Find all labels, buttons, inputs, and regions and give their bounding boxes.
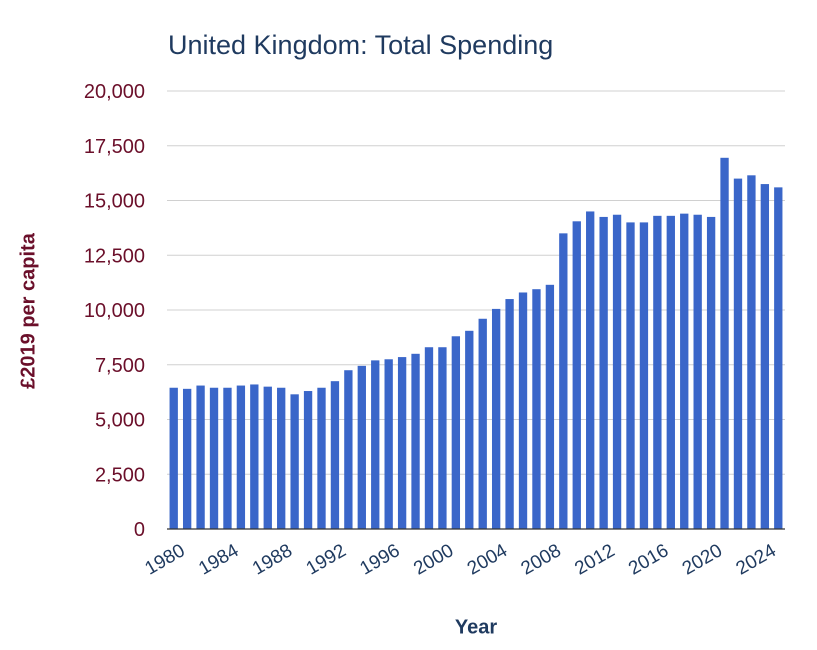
x-axis-ticks: 1980 1984 1988 1992 1996 2000 2004 2008 2012 2016… — [141, 540, 780, 580]
x-tick-label: 2012 — [571, 540, 618, 579]
bar-2021 — [720, 157, 729, 530]
bar-2004 — [491, 308, 501, 529]
y-tick-label: 2,500 — [95, 464, 145, 486]
bar-1991 — [317, 387, 326, 529]
bar-2020 — [706, 216, 716, 530]
bar-1994 — [357, 365, 366, 529]
bar-1987 — [263, 386, 272, 529]
x-tick-label: 1984 — [195, 540, 242, 580]
y-tick-label: 10,000 — [84, 300, 145, 322]
x-tick-label: 2016 — [625, 540, 672, 579]
bar-1992 — [330, 381, 340, 529]
y-tick-label: 20,000 — [84, 81, 145, 103]
bar-1980 — [169, 387, 178, 529]
bar-2007 — [532, 289, 541, 529]
gridlines — [167, 90, 785, 475]
bar-2017 — [666, 215, 675, 529]
bar-1996 — [384, 359, 393, 529]
x-tick-label: 2024 — [733, 540, 780, 580]
bars — [169, 157, 783, 530]
bar-1995 — [371, 360, 380, 529]
bar-1999 — [424, 347, 434, 529]
x-tick-label: 2000 — [410, 540, 457, 579]
bar-2025 — [774, 187, 783, 530]
bar-2011 — [586, 211, 595, 529]
x-tick-label: 1996 — [356, 540, 403, 579]
y-tick-label: 0 — [134, 519, 145, 541]
bar-2015 — [639, 222, 649, 529]
bar-1986 — [250, 384, 259, 529]
bar-1993 — [344, 370, 353, 529]
bar-2019 — [693, 214, 702, 530]
bar-1985 — [236, 385, 246, 529]
y-tick-label: 12,500 — [84, 245, 145, 267]
bar-2022 — [733, 178, 743, 529]
y-tick-label: 17,500 — [84, 136, 145, 158]
bar-2006 — [518, 292, 528, 529]
bar-1998 — [411, 353, 420, 529]
bar-2014 — [626, 222, 635, 529]
x-tick-label: 1988 — [249, 540, 296, 579]
bar-1989 — [290, 394, 299, 529]
x-tick-label: 2008 — [518, 540, 565, 579]
bar-2002 — [465, 330, 474, 529]
y-tick-label: 5,000 — [95, 410, 145, 432]
bar-2000 — [438, 347, 447, 529]
bar-2005 — [505, 299, 514, 529]
bar-2012 — [599, 216, 608, 530]
x-tick-label: 1980 — [141, 540, 188, 579]
x-tick-label: 2020 — [679, 540, 726, 579]
chart-title: United Kingdom: Total Spending — [168, 30, 554, 60]
bar-2023 — [747, 175, 756, 529]
bar-2008 — [545, 284, 555, 529]
bar-2003 — [478, 318, 487, 529]
x-tick-label: 1992 — [303, 540, 350, 579]
x-tick-label: 2004 — [464, 540, 511, 580]
bar-1981 — [182, 388, 192, 529]
bar-1988 — [277, 387, 286, 529]
bar-1997 — [397, 357, 407, 529]
bar-1982 — [196, 385, 205, 529]
bar-1984 — [223, 387, 232, 529]
y-tick-label: 7,500 — [95, 355, 145, 377]
bar-2001 — [451, 336, 461, 529]
bar-2024 — [760, 184, 770, 529]
bar-1990 — [303, 391, 313, 529]
bar-2018 — [680, 213, 689, 529]
y-tick-label: 15,000 — [84, 191, 145, 213]
x-axis-label: Year — [454, 616, 498, 639]
bar-2016 — [653, 215, 662, 529]
bar-2009 — [559, 233, 568, 529]
y-axis-ticks: 0 2,500 5,000 7,500 10,000 12,500 15,000 17,500… — [84, 81, 145, 541]
bar-1983 — [209, 387, 219, 529]
bar-2013 — [612, 214, 622, 530]
bar-2010 — [572, 221, 581, 529]
